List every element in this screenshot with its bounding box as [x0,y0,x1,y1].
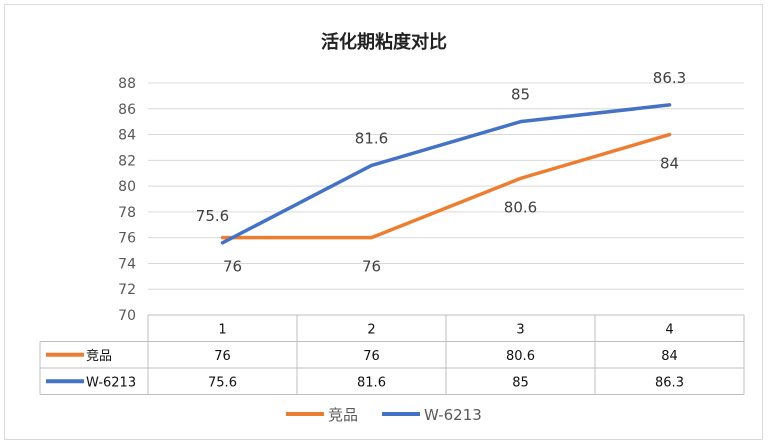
data-label: 81.6 [355,129,388,147]
table-cell: 76 [214,349,231,364]
y-tick-label: 84 [118,128,136,144]
data-label: 75.6 [196,207,229,225]
data-label: 80.6 [504,198,537,216]
table-cell: 85 [512,375,529,390]
data-label: 85 [511,86,530,104]
table-cell: 80.6 [506,349,535,364]
y-tick-label: 86 [118,102,136,118]
legend-label: W-6213 [424,406,482,424]
series-line-2 [220,103,672,245]
chart-frame [4,4,763,440]
table-cell: 81.6 [357,375,386,390]
y-tick-label: 76 [118,231,136,247]
y-tick-label: 78 [118,205,136,221]
data-label: 84 [660,155,679,173]
y-tick-label: 70 [118,308,136,324]
y-tick-label: 72 [118,282,136,298]
y-tick-label: 82 [118,153,136,169]
data-label: 76 [223,258,242,276]
x-tick-label: 3 [516,322,524,337]
y-tick-label: 88 [118,76,136,92]
table-series-name: 竞品 [86,348,112,364]
x-tick-label: 4 [665,322,673,337]
y-tick-label: 80 [118,179,136,195]
series-line-1 [220,132,672,240]
data-label: 76 [362,258,381,276]
table-cell: 84 [661,349,678,364]
legend-label: 竞品 [328,406,358,424]
table-series-name: W-6213 [86,375,136,390]
data-label: 86.3 [653,69,686,87]
x-tick-label: 1 [218,322,226,337]
chart-title: 活化期粘度对比 [321,31,447,53]
table-cell: 86.3 [655,375,684,390]
y-tick-label: 74 [118,256,136,272]
table-cell: 76 [363,349,380,364]
x-tick-label: 2 [367,322,375,337]
table-cell: 75.6 [208,375,237,390]
